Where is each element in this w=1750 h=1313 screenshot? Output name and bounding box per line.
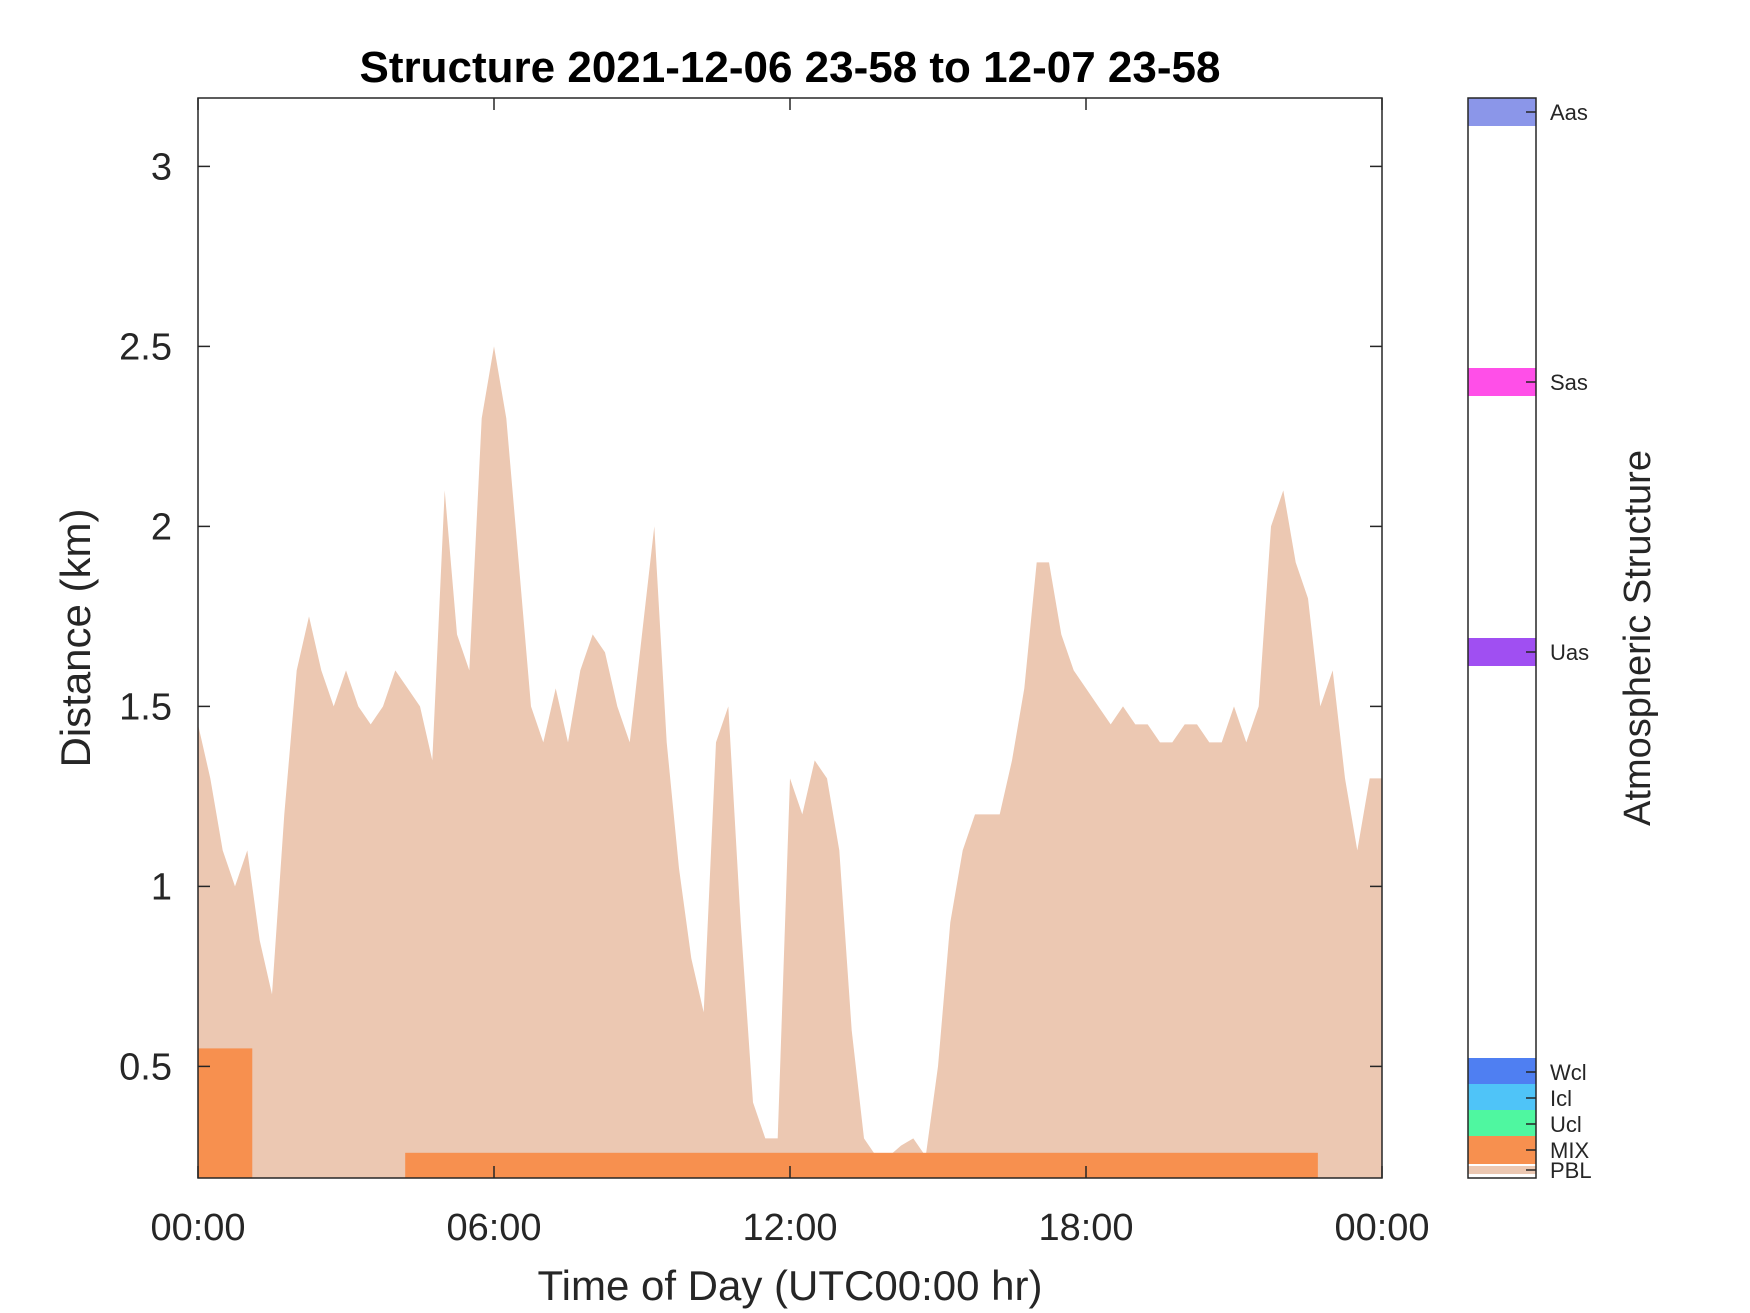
colorbar-swatch-pbl — [1468, 1166, 1536, 1174]
x-tick-label: 06:00 — [446, 1207, 541, 1249]
colorbar-swatch-wcl — [1468, 1058, 1536, 1086]
y-tick-label: 2.5 — [119, 326, 172, 368]
colorbar-label-mix: MIX — [1550, 1138, 1589, 1163]
x-axis-label: Time of Day (UTC00:00 hr) — [538, 1262, 1043, 1309]
mix-layer-early — [198, 1048, 253, 1178]
x-tick-label: 00:00 — [1334, 1207, 1429, 1249]
pbl-area — [198, 346, 1382, 1178]
colorbar-label-pbl: PBL — [1550, 1158, 1592, 1183]
chart-title: Structure 2021-12-06 23-58 to 12-07 23-5… — [360, 43, 1221, 92]
colorbar-swatch-uas — [1468, 638, 1536, 666]
plot-data-layer — [198, 346, 1382, 1178]
x-tick-label: 18:00 — [1038, 1207, 1133, 1249]
colorbar-title: Atmospheric Structure — [1617, 450, 1659, 826]
colorbar-swatch-icl — [1468, 1084, 1536, 1112]
x-axis-ticks: 00:00 06:00 12:00 18:00 00:00 — [150, 98, 1430, 1249]
colorbar-swatch-sas — [1468, 368, 1536, 396]
y-tick-label: 1 — [151, 866, 172, 908]
y-axis-ticks: 0.5 1 1.5 2 2.5 3 — [119, 146, 1382, 1088]
y-tick-label: 3 — [151, 146, 172, 188]
y-tick-label: 0.5 — [119, 1046, 172, 1088]
colorbar-frame — [1467, 97, 1537, 1179]
colorbar-label-wcl: Wcl — [1550, 1060, 1587, 1085]
colorbar-label-aas: Aas — [1550, 100, 1588, 125]
y-axis-label: Distance (km) — [52, 508, 99, 767]
mix-layer-band — [405, 1152, 1318, 1178]
y-tick-label: 1.5 — [119, 686, 172, 728]
colorbar-label-sas: Sas — [1550, 370, 1588, 395]
colorbar-swatch-mix — [1468, 1136, 1536, 1164]
colorbar-label-uas: Uas — [1550, 640, 1589, 665]
colorbar-label-icl: Icl — [1550, 1086, 1572, 1111]
x-tick-label: 12:00 — [742, 1207, 837, 1249]
x-tick-label: 00:00 — [150, 1207, 245, 1249]
colorbar-swatch-ucl — [1468, 1110, 1536, 1138]
colorbar-label-ucl: Ucl — [1550, 1112, 1582, 1137]
y-tick-label: 2 — [151, 506, 172, 548]
colorbar-swatch-aas — [1468, 98, 1536, 126]
